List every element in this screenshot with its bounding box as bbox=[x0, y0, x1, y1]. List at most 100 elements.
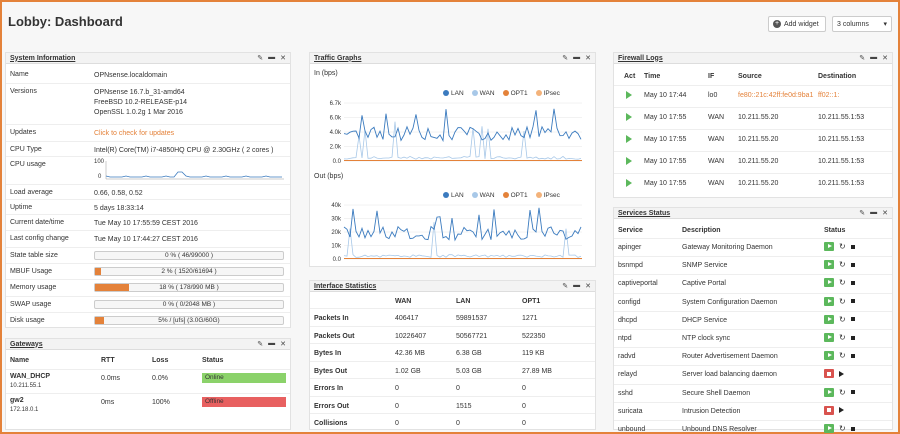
traffic-in-chart: 6.7k 6.0k 4.0k 2.0k 0.0 bbox=[330, 101, 582, 165]
start-icon[interactable] bbox=[839, 370, 844, 377]
close-icon[interactable]: ✕ bbox=[280, 341, 286, 348]
edit-icon[interactable]: ✎ bbox=[859, 55, 866, 62]
stop-icon[interactable] bbox=[851, 335, 855, 340]
stop-icon[interactable] bbox=[851, 426, 855, 431]
sysinfo-label: Current date/time bbox=[10, 219, 65, 226]
sysinfo-row: CPU usage 100 0 bbox=[6, 156, 290, 180]
close-icon[interactable]: ✕ bbox=[882, 55, 888, 62]
ifstats-cell: 119 KB bbox=[522, 350, 545, 357]
services-status-widget: Services Status ✎ ▬ ✕ Service Description Sta… bbox=[613, 207, 893, 433]
stop-icon[interactable] bbox=[851, 262, 855, 267]
sysinfo-value: Intel(R) Core(TM) i7-4850HQ CPU @ 2.30GH… bbox=[94, 147, 274, 154]
stop-icon[interactable] bbox=[851, 317, 855, 322]
widget-title[interactable]: Services Status bbox=[618, 209, 671, 217]
restart-icon[interactable]: ↻ bbox=[839, 424, 846, 433]
minimize-icon[interactable]: ▬ bbox=[573, 54, 581, 61]
restart-icon[interactable]: ↻ bbox=[839, 387, 846, 397]
legend-entry[interactable]: LAN bbox=[443, 192, 464, 199]
minimize-icon[interactable]: ▬ bbox=[573, 282, 581, 289]
widget-header: Traffic Graphs ✎ ▬ ✕ bbox=[310, 53, 595, 64]
restart-icon[interactable]: ↻ bbox=[839, 296, 846, 306]
y-tick-label: 20k bbox=[331, 230, 342, 236]
sysinfo-row: Memory usage 18 % ( 178/990 MB ) bbox=[6, 279, 290, 295]
widget-title[interactable]: Firewall Logs bbox=[618, 54, 663, 62]
widget-title[interactable]: Gateways bbox=[10, 340, 43, 348]
restart-icon[interactable]: ↻ bbox=[839, 242, 846, 251]
service-name: relayd bbox=[618, 371, 638, 379]
fwlog-cell[interactable]: fe80::21c:42ff:fe0d:9ba1 bbox=[738, 92, 814, 99]
sysinfo-row: CPU Type Intel(R) Core(TM) i7-4850HQ CPU … bbox=[6, 141, 290, 157]
restart-icon[interactable]: ↻ bbox=[839, 278, 846, 288]
stop-icon[interactable] bbox=[851, 390, 855, 395]
service-description: NTP clock sync bbox=[682, 335, 731, 342]
legend-entry[interactable]: IPsec bbox=[535, 90, 560, 97]
table-row bbox=[614, 401, 892, 403]
restart-icon[interactable]: ↻ bbox=[839, 351, 846, 361]
check-updates-link[interactable]: Click to check for updates bbox=[94, 130, 175, 137]
minimize-icon[interactable]: ▬ bbox=[870, 54, 878, 61]
fwlog-column-header: Destination bbox=[818, 73, 857, 80]
edit-icon[interactable]: ✎ bbox=[257, 341, 264, 348]
stop-icon[interactable] bbox=[851, 244, 855, 249]
ifstats-cell: 27.89 MB bbox=[522, 367, 552, 375]
close-icon[interactable]: ✕ bbox=[585, 283, 591, 290]
widget-title[interactable]: Interface Statistics bbox=[314, 282, 377, 290]
edit-icon[interactable]: ✎ bbox=[859, 210, 866, 217]
legend-dot bbox=[471, 90, 478, 97]
table-row bbox=[310, 308, 595, 309]
in-label: In (bps) bbox=[314, 70, 338, 77]
widget-header: System Information ✎ ▬ ✕ bbox=[6, 53, 290, 64]
sysinfo-label: Updates bbox=[10, 129, 37, 136]
legend-entry[interactable]: WAN bbox=[471, 90, 495, 97]
y-tick-label: 4.0k bbox=[330, 130, 342, 136]
fwlog-cell[interactable]: ff02::1: bbox=[818, 92, 840, 99]
restart-icon[interactable]: ↻ bbox=[839, 314, 846, 324]
stop-icon[interactable] bbox=[851, 353, 855, 358]
legend-entry[interactable]: OPT1 bbox=[502, 192, 528, 199]
usage-bar: 0 % ( 46/99000 ) bbox=[94, 251, 284, 260]
service-description: SNMP Service bbox=[682, 262, 728, 270]
ifstats-column-header: WAN bbox=[395, 298, 412, 305]
stop-icon[interactable] bbox=[851, 280, 855, 285]
table-row bbox=[310, 360, 595, 362]
service-description: Secure Shell Daemon bbox=[682, 389, 751, 397]
ifstats-cell: 6.38 GB bbox=[456, 350, 482, 357]
ifstats-cell: 59891537 bbox=[456, 315, 488, 322]
service-status-controls: ↻ bbox=[824, 242, 855, 251]
pass-icon bbox=[626, 157, 632, 165]
minimize-icon[interactable]: ▬ bbox=[268, 340, 276, 347]
columns-select[interactable]: 3 columns ▾ bbox=[832, 16, 892, 32]
close-icon[interactable]: ✕ bbox=[585, 55, 591, 62]
start-icon[interactable] bbox=[839, 407, 844, 414]
service-name: apinger bbox=[618, 244, 642, 251]
widget-title[interactable]: Traffic Graphs bbox=[314, 54, 362, 62]
restart-icon[interactable]: ↻ bbox=[839, 260, 846, 270]
stop-icon[interactable] bbox=[851, 299, 855, 304]
close-icon[interactable]: ✕ bbox=[280, 55, 286, 62]
minimize-icon[interactable]: ▬ bbox=[870, 209, 878, 216]
legend-entry[interactable]: IPsec bbox=[535, 192, 560, 199]
restart-icon[interactable]: ↻ bbox=[839, 333, 846, 342]
close-icon[interactable]: ✕ bbox=[882, 210, 888, 217]
minimize-icon[interactable]: ▬ bbox=[268, 54, 276, 61]
traffic-graphs-widget: Traffic Graphs ✎ ▬ ✕ In (bps) LAN WAN OPT1 IPs… bbox=[309, 52, 596, 267]
add-widget-button[interactable]: + Add widget bbox=[768, 16, 826, 32]
table-row bbox=[614, 310, 892, 312]
legend-dot bbox=[443, 192, 449, 199]
legend-entry[interactable]: LAN bbox=[443, 90, 464, 97]
fwlog-cell: WAN bbox=[708, 114, 725, 121]
pass-icon bbox=[626, 91, 632, 99]
service-status-controls: ↻ bbox=[824, 424, 855, 433]
legend-entry[interactable]: WAN bbox=[471, 192, 495, 199]
legend-entry[interactable]: OPT1 bbox=[502, 90, 528, 97]
table-row bbox=[6, 393, 290, 394]
fwlog-cell: 10.211.55.20 bbox=[738, 158, 779, 165]
widget-title[interactable]: System Information bbox=[10, 54, 76, 62]
edit-icon[interactable]: ✎ bbox=[257, 55, 264, 62]
sysinfo-row: Name OPNsense.localdomain bbox=[6, 67, 290, 83]
edit-icon[interactable]: ✎ bbox=[562, 55, 569, 62]
edit-icon[interactable]: ✎ bbox=[562, 283, 569, 290]
sysinfo-label: Uptime bbox=[10, 204, 33, 211]
sysinfo-label: Last config change bbox=[10, 235, 69, 242]
table-row bbox=[6, 369, 290, 370]
